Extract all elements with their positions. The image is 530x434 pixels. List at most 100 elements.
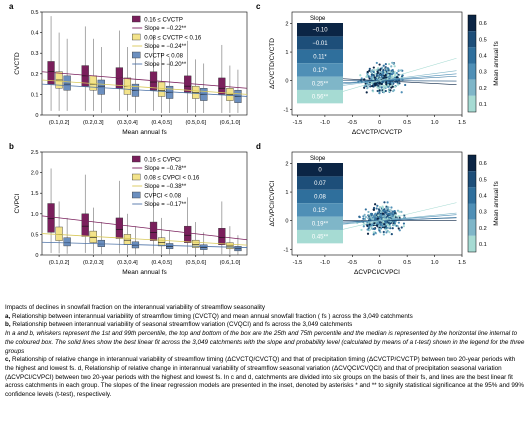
- scatter-point: [366, 232, 370, 235]
- scatter-point: [385, 67, 388, 70]
- x-tick-label: -1.5: [293, 260, 303, 266]
- scatter-point: [404, 83, 407, 87]
- colorbar-segment: [468, 171, 476, 188]
- colorbar-tick-label: 0.5: [479, 37, 487, 43]
- scatter-point: [387, 224, 390, 227]
- scatter-point: [380, 88, 383, 91]
- scatter-point: [368, 228, 371, 231]
- scatter-point: [383, 201, 386, 204]
- scatter-point: [372, 208, 376, 212]
- y-tick-label: 0.4: [31, 31, 39, 37]
- legend-swatch: [131, 51, 141, 59]
- scatter-point: [367, 75, 370, 78]
- y-tick-label: 1.5: [31, 191, 39, 197]
- scatter-point: [393, 65, 396, 68]
- scatter-point: [375, 224, 379, 227]
- scatter-point: [363, 84, 366, 88]
- legend-label: 0.16 ≤ CVPCI: [144, 158, 181, 164]
- colorbar-tick-label: 0.5: [479, 177, 487, 183]
- y-tick-label: 2: [285, 21, 288, 27]
- scatter-point: [390, 65, 393, 68]
- slope-cell: [297, 63, 343, 77]
- scatter-point: [390, 233, 393, 236]
- legend-label: 0.08 ≤ CVPCI < 0.16: [144, 176, 200, 182]
- scatter-point: [387, 62, 391, 66]
- x-tick-label: (0.6,1.0]: [220, 260, 241, 266]
- scatter-point: [392, 212, 395, 215]
- slope-title: Slope: [310, 156, 326, 162]
- scatter-points: [357, 61, 407, 95]
- colorbar-tick-label: 0.4: [479, 193, 487, 199]
- slope-value: 0.08: [314, 194, 326, 200]
- scatter-point: [372, 85, 375, 88]
- scatter-point: [391, 210, 394, 213]
- scatter-point: [381, 72, 385, 76]
- scatter-point: [381, 212, 384, 215]
- fit-line: [324, 80, 457, 82]
- scatter-point: [384, 211, 387, 214]
- scatter-point: [391, 61, 394, 64]
- scatter-point: [378, 63, 381, 66]
- x-tick-label: -1.0: [320, 120, 330, 126]
- x-tick-label: -0.5: [348, 120, 358, 126]
- slope-value: 0.45**: [312, 235, 329, 241]
- fit-line: [324, 75, 457, 85]
- panel-letter: d: [256, 142, 261, 151]
- y-tick-label: -1: [284, 247, 289, 253]
- scatter-point: [380, 86, 383, 89]
- scatter-point: [387, 74, 390, 77]
- y-axis-label: ΔCVPCI/CVPCI: [269, 180, 276, 226]
- scatter-point: [382, 209, 385, 212]
- scatter-point: [383, 223, 386, 226]
- fit-line: [324, 70, 457, 89]
- fit-line: [41, 215, 248, 241]
- scatter-point: [388, 213, 391, 216]
- scatter-point: [374, 82, 377, 86]
- y-tick-label: 0: [285, 219, 288, 225]
- scatter-point: [384, 214, 387, 217]
- scatter-point: [373, 72, 377, 75]
- slope-value: −0.10: [312, 28, 328, 34]
- scatter-point: [375, 74, 378, 78]
- scatter-point: [380, 82, 383, 86]
- slope-cell: [297, 89, 343, 104]
- scatter-point: [376, 86, 379, 89]
- x-tick-label: -1.0: [320, 260, 330, 266]
- scatter-point: [371, 74, 374, 77]
- slope-cell: [297, 189, 343, 204]
- caption-b-text: Relationship between interannual variabi…: [10, 321, 353, 329]
- x-tick-label: (0.6,1.0]: [220, 120, 241, 126]
- colorbar-frame: [467, 14, 477, 113]
- fit-line: [41, 233, 248, 246]
- plot-frame: [41, 151, 248, 256]
- scatter-point: [382, 233, 385, 236]
- x-tick-label: (0.1,0.2]: [49, 260, 70, 266]
- colorbar-segment: [468, 235, 476, 252]
- scatter-point: [382, 230, 385, 234]
- scatter-point: [385, 85, 388, 89]
- y-tick-label: 0: [285, 79, 288, 85]
- colorbar-tick-label: 0.1: [479, 102, 487, 108]
- fit-line: [324, 57, 457, 97]
- box: [123, 234, 132, 245]
- scatter-point: [398, 82, 401, 85]
- scatter-point: [393, 85, 397, 88]
- scatter-point: [400, 226, 403, 229]
- colorbar-frame: [467, 154, 477, 253]
- y-tick-label: 0.1: [31, 92, 39, 98]
- scatter-point: [373, 221, 376, 225]
- scatter-point: [380, 71, 383, 74]
- colorbar-segment: [468, 203, 476, 220]
- colorbar-label: Mean annual fs: [493, 181, 500, 226]
- legend-slope: Slope = −0.20**: [144, 62, 187, 68]
- scatter-point: [375, 61, 378, 65]
- box: [192, 239, 200, 248]
- scatter-point: [382, 85, 385, 88]
- caption-a-text: Relationship between interannual variabi…: [10, 312, 413, 320]
- scatter-point: [378, 229, 381, 232]
- scatter-point: [379, 216, 383, 219]
- y-axis-label: CVCTD: [14, 52, 21, 75]
- scatter-point: [370, 212, 374, 216]
- slope-cell: [297, 203, 343, 217]
- plot-frame: [291, 11, 463, 116]
